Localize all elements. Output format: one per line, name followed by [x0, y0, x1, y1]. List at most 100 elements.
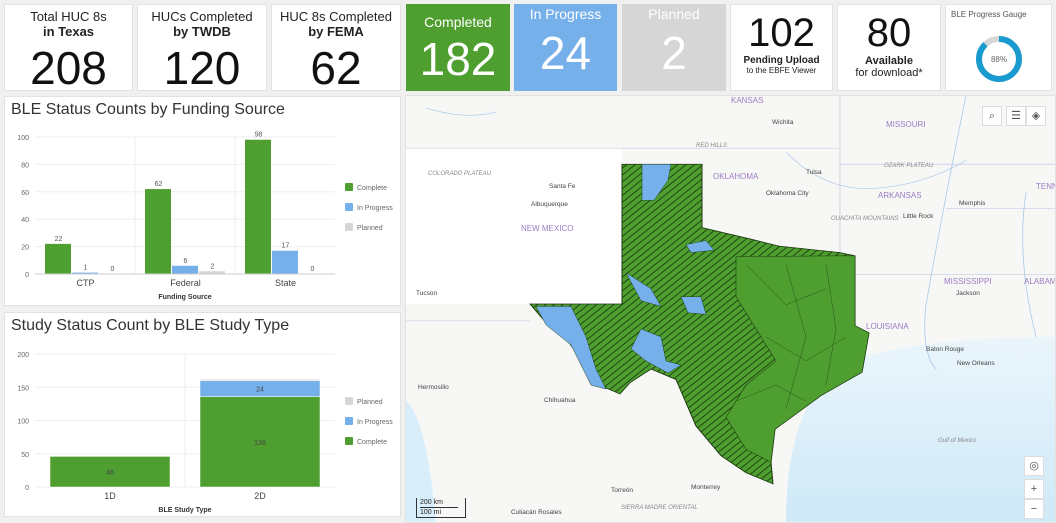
feature-label: COLORADO PLATEAU [428, 171, 491, 177]
state-label: KANSAS [731, 96, 764, 105]
indicator-value: 208 [30, 42, 107, 94]
state-label: ALABAMA [1024, 277, 1056, 286]
gulf-water [786, 336, 1055, 522]
bar-complete [45, 243, 71, 274]
indicator-subcaption: for download* [855, 67, 923, 79]
data-label: 0 [311, 266, 315, 273]
data-label: 17 [282, 243, 290, 250]
x-axis-title: BLE Study Type [158, 507, 211, 514]
texas-huc-complete-solid[interactable] [725, 255, 870, 463]
city-label: Little Rock [903, 213, 934, 220]
city-label: Monterrey [691, 484, 721, 491]
y-tick-label: 100 [17, 419, 29, 426]
legend-swatch [345, 417, 353, 425]
x-tick-label: 2D [254, 491, 266, 501]
data-label: 22 [55, 236, 63, 243]
huc-boundaries [735, 264, 847, 410]
indicator-title: HUCs Completed by TWDB [151, 9, 253, 39]
tile-completed: Completed 182 [406, 4, 510, 91]
city-label: Memphis [959, 200, 986, 207]
city-label: Santa Fe [549, 183, 576, 190]
x-tick-label: CTP [77, 278, 95, 288]
bar-complete [199, 396, 321, 488]
tile-value: 24 [539, 27, 592, 79]
state-label: NEW MEXICO [521, 224, 574, 233]
gauge-title: BLE Progress Gauge [951, 10, 1027, 19]
indicator-title: HUC 8s Completed by FEMA [280, 9, 392, 39]
city-label: Chihuahua [544, 397, 576, 404]
zoom-out-button[interactable]: − [1024, 499, 1044, 519]
plus-icon: + [1030, 483, 1038, 495]
legend-swatch [345, 203, 353, 211]
y-tick-label: 20 [21, 245, 29, 252]
bar-complete [245, 139, 271, 274]
data-label: 0 [111, 266, 115, 273]
chart-title: BLE Status Counts by Funding Source [11, 101, 285, 118]
city-label: Albuquerque [531, 201, 568, 208]
x-tick-label: State [275, 278, 296, 288]
zoom-in-button[interactable]: + [1024, 479, 1044, 499]
panel-study-type-chart: Study Status Count by BLE Study Type 0 50… [4, 312, 401, 517]
tile-in-progress: In Progress 24 [514, 4, 617, 91]
y-tick-label: 200 [17, 352, 29, 359]
bar-in-progress [272, 250, 298, 274]
city-label: New Orleans [957, 360, 995, 367]
x-tick-label: 1D [104, 491, 116, 501]
new-mexico-area [406, 148, 622, 304]
map-view[interactable]: KANSAS MISSOURI OKLAHOMA ARKANSAS NEW MEXICO… [405, 95, 1056, 523]
y-tick-label: 60 [21, 190, 29, 197]
rivers [425, 96, 1037, 370]
map-search-button[interactable]: ⌕ [982, 106, 1002, 126]
map-canvas[interactable] [406, 96, 1055, 522]
search-icon: ⌕ [988, 110, 996, 122]
gauge-ring: 88% [976, 36, 1022, 82]
y-tick-label: 100 [17, 135, 29, 142]
state-borders [406, 96, 1055, 322]
city-label: Jackson [956, 290, 980, 297]
indicator-caption: Available [865, 55, 913, 67]
feature-label: OZARK PLATEAU [884, 163, 934, 169]
indicator-value: 62 [310, 42, 362, 94]
data-label: 1 [84, 265, 88, 272]
locate-button[interactable]: ◎ [1024, 456, 1044, 476]
state-label: ARKANSAS [878, 191, 922, 200]
state-label: LOUISIANA [866, 322, 909, 331]
locate-icon: ◎ [1029, 460, 1039, 472]
bar-planned [199, 271, 225, 274]
bar-complete [49, 456, 171, 488]
data-label: 2 [211, 263, 215, 270]
scale-km: 200 km [420, 499, 443, 506]
data-label: 6 [184, 258, 188, 265]
city-label: Tucson [416, 290, 438, 297]
bar-in-progress [72, 272, 98, 274]
tile-value: 182 [419, 33, 497, 85]
map-layers-button[interactable]: ◈ [1026, 106, 1046, 126]
legend-label: Complete [357, 185, 387, 192]
city-label: Baton Rouge [926, 346, 964, 353]
list-icon: ☰ [1011, 110, 1021, 122]
tile-planned: Planned 2 [622, 4, 726, 91]
legend-swatch [345, 397, 353, 405]
data-label: 24 [256, 387, 264, 394]
minus-icon: − [1030, 503, 1038, 515]
y-tick-label: 40 [21, 217, 29, 224]
city-label: Torreón [611, 487, 634, 494]
indicator-twdb: HUCs Completed by TWDB 120 [137, 4, 267, 93]
indicator-title: Total HUC 8s in Texas [30, 9, 107, 39]
map-layers [406, 96, 1055, 522]
tile-label: Planned [648, 6, 700, 22]
study-type-chart: 0 50 100 150 200 46 1D 136 24 2D BLE Study Type Pla… [17, 352, 393, 514]
bar-complete [145, 189, 171, 274]
feature-label: Gulf of Mexico [938, 438, 977, 444]
city-label: Culiacán Rosales [511, 509, 562, 516]
legend-label: In Progress [357, 205, 393, 212]
huc-in-progress[interactable] [535, 164, 715, 390]
tile-value: 2 [661, 27, 687, 79]
city-label: Wichita [772, 119, 794, 126]
panel-funding-chart: BLE Status Counts by Funding Source 0 20 4… [4, 96, 401, 306]
gauge-label: 88% [991, 55, 1007, 64]
layers-icon: ◈ [1031, 110, 1041, 122]
map-legend-button[interactable]: ☰ [1006, 106, 1026, 126]
feature-label: SIERRA MADRE ORIENTAL [621, 505, 698, 511]
